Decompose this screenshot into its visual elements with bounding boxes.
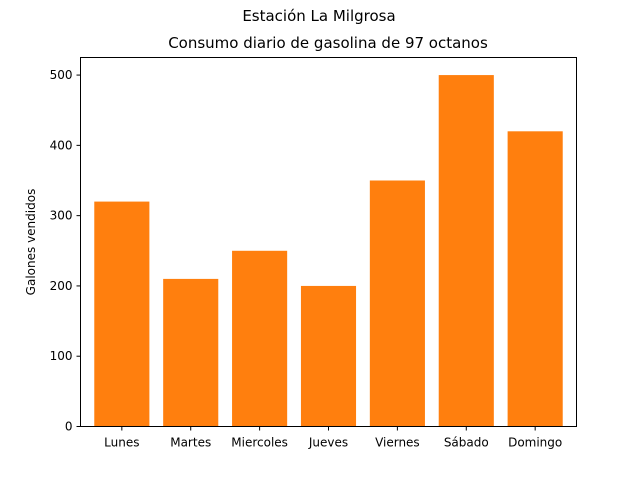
bars-group	[94, 75, 563, 427]
y-tick-label: 0	[65, 420, 73, 434]
y-tick-label: 200	[50, 279, 73, 293]
bar-lunes	[94, 201, 150, 427]
y-axis-label: Galones vendidos	[24, 189, 38, 296]
bar-domingo	[507, 131, 563, 427]
y-tick-label: 400	[50, 138, 73, 152]
x-tick-label: Miercoles	[231, 436, 288, 450]
x-tick-label: Martes	[170, 436, 211, 450]
y-tick-label: 300	[50, 209, 73, 223]
y-axis: 0 100 200 300 400 500	[50, 68, 81, 434]
y-tick-label: 100	[50, 349, 73, 363]
x-tick-label: Domingo	[508, 436, 562, 450]
x-axis: Lunes Martes Miercoles Jueves Viernes Sábado D…	[104, 426, 562, 450]
plot-frame	[80, 57, 577, 427]
bar-sábado	[438, 75, 494, 427]
bar-viernes	[369, 180, 425, 427]
figure-suptitle: Estación La Milgrosa	[242, 7, 395, 25]
y-tick-label: 500	[50, 68, 73, 82]
x-tick-label: Viernes	[375, 436, 420, 450]
x-tick-label: Jueves	[308, 436, 348, 450]
bar-miercoles	[232, 250, 288, 427]
x-tick-label: Lunes	[104, 436, 139, 450]
bar-martes	[163, 278, 219, 427]
chart-title: Consumo diario de gasolina de 97 octanos	[168, 34, 488, 52]
bar-jueves	[300, 285, 357, 427]
x-tick-label: Sábado	[444, 436, 489, 450]
